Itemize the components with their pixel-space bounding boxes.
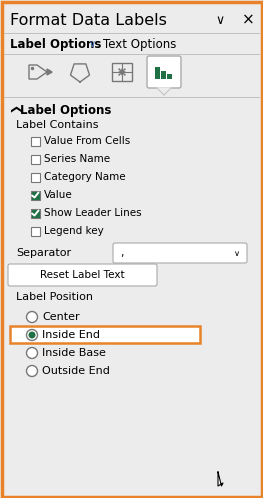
Bar bbox=[31, 227, 39, 236]
Circle shape bbox=[27, 312, 38, 323]
Text: ∨: ∨ bbox=[89, 39, 96, 49]
Bar bbox=[31, 136, 39, 145]
Polygon shape bbox=[47, 69, 52, 75]
Circle shape bbox=[28, 332, 36, 339]
Bar bbox=[112, 63, 132, 81]
Text: Center: Center bbox=[42, 312, 80, 322]
Bar bbox=[31, 191, 39, 200]
Text: ∨: ∨ bbox=[215, 13, 225, 26]
Text: Reset Label Text: Reset Label Text bbox=[40, 270, 125, 280]
Bar bbox=[31, 172, 39, 181]
Bar bbox=[167, 74, 172, 79]
Text: Format Data Labels: Format Data Labels bbox=[10, 12, 167, 27]
Text: ,: , bbox=[120, 248, 124, 258]
Text: ×: × bbox=[242, 12, 254, 27]
Text: Show Leader Lines: Show Leader Lines bbox=[43, 208, 141, 218]
Bar bbox=[161, 71, 166, 79]
Text: Label Options: Label Options bbox=[20, 104, 111, 117]
Text: Value From Cells: Value From Cells bbox=[43, 136, 130, 146]
Bar bbox=[31, 154, 39, 163]
Bar bbox=[31, 209, 39, 218]
Text: Label Contains: Label Contains bbox=[16, 120, 99, 130]
Text: Outside End: Outside End bbox=[42, 366, 110, 376]
Polygon shape bbox=[157, 88, 171, 95]
Bar bbox=[155, 67, 160, 79]
FancyBboxPatch shape bbox=[147, 56, 181, 88]
Text: ❮: ❮ bbox=[8, 105, 19, 115]
Circle shape bbox=[27, 366, 38, 376]
Text: Series Name: Series Name bbox=[43, 154, 110, 164]
Text: Inside End: Inside End bbox=[42, 330, 100, 340]
FancyBboxPatch shape bbox=[10, 326, 200, 343]
Text: Label Options: Label Options bbox=[10, 37, 101, 50]
Text: Value: Value bbox=[43, 190, 72, 200]
Polygon shape bbox=[218, 472, 223, 486]
Text: Separator: Separator bbox=[16, 248, 71, 258]
Text: Text Options: Text Options bbox=[103, 37, 176, 50]
Text: Category Name: Category Name bbox=[43, 172, 125, 182]
Circle shape bbox=[27, 348, 38, 359]
Text: Label Position: Label Position bbox=[16, 292, 93, 302]
Circle shape bbox=[27, 330, 38, 341]
Text: ∨: ∨ bbox=[234, 249, 240, 257]
Text: Legend key: Legend key bbox=[43, 226, 103, 236]
FancyBboxPatch shape bbox=[8, 264, 157, 286]
Text: Inside Base: Inside Base bbox=[42, 348, 106, 358]
FancyBboxPatch shape bbox=[113, 243, 247, 263]
